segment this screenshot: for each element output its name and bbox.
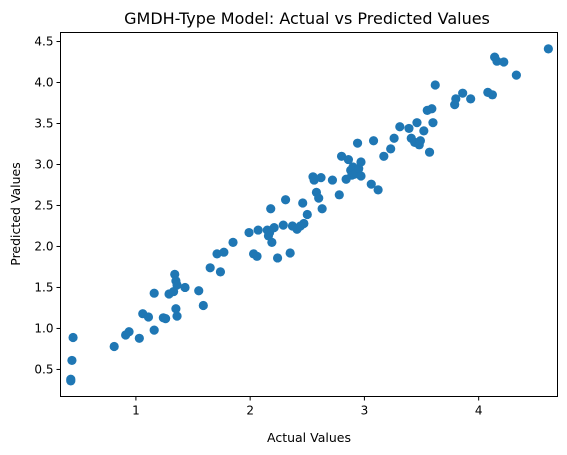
data-point-46	[298, 198, 308, 208]
data-point-89	[451, 94, 461, 104]
data-point-47	[299, 218, 309, 229]
data-point-3	[68, 332, 78, 343]
y-tick-label: 1.5	[34, 280, 53, 294]
data-point-76	[404, 123, 414, 134]
data-point-26	[215, 267, 226, 277]
data-point-79	[412, 118, 422, 128]
data-point-24	[205, 263, 215, 273]
data-point-38	[269, 223, 279, 233]
chart-title: GMDH-Type Model: Actual vs Predicted Val…	[124, 9, 490, 28]
data-point-11	[149, 325, 159, 335]
x-tick-label: 3	[361, 404, 369, 418]
data-point-57	[336, 151, 347, 161]
y-tick-label: 2.0	[34, 239, 53, 253]
data-point-69	[366, 179, 376, 189]
data-point-74	[389, 133, 399, 143]
data-point-67	[356, 157, 366, 167]
data-point-39	[272, 253, 283, 263]
y-tick-label: 2.5	[34, 198, 53, 212]
data-point-59	[343, 154, 354, 165]
data-point-32	[253, 225, 263, 235]
data-point-22	[194, 286, 204, 296]
data-point-10	[149, 288, 159, 298]
y-tick-label: 1.0	[34, 321, 53, 335]
data-point-87	[430, 80, 440, 90]
data-point-29	[244, 227, 254, 238]
y-tick-label: 4.5	[34, 35, 53, 49]
data-point-97	[511, 70, 521, 80]
data-point-98	[543, 44, 553, 54]
x-tick-label: 1	[132, 404, 140, 418]
data-point-7	[134, 333, 144, 343]
data-point-93	[487, 90, 497, 100]
data-point-96	[499, 57, 509, 67]
data-point-27	[219, 247, 229, 257]
data-point-73	[386, 144, 396, 154]
data-point-52	[314, 193, 324, 203]
data-point-85	[427, 104, 437, 114]
data-point-84	[424, 147, 435, 157]
data-point-1	[66, 374, 76, 384]
x-tick-label: 4	[475, 404, 483, 418]
x-axis-ticks: 1 2 3 4	[132, 396, 483, 418]
data-point-70	[368, 136, 379, 146]
data-point-18	[172, 311, 182, 321]
data-point-81	[415, 136, 425, 146]
data-point-53	[316, 173, 326, 183]
data-point-4	[109, 341, 119, 352]
data-point-19	[171, 304, 181, 314]
data-point-54	[317, 204, 327, 214]
data-points	[66, 44, 553, 386]
y-tick-label: 3.5	[34, 117, 53, 131]
data-point-48	[302, 209, 312, 220]
y-tick-label: 3.0	[34, 157, 53, 171]
data-point-68	[356, 171, 366, 181]
y-tick-label: 0.5	[34, 362, 53, 376]
y-axis-label: Predicted Values	[8, 162, 23, 266]
data-point-23	[198, 300, 208, 311]
data-point-21	[180, 282, 190, 293]
data-point-42	[285, 248, 295, 258]
data-point-72	[379, 151, 389, 161]
data-point-71	[373, 185, 383, 195]
data-point-20	[172, 280, 182, 290]
data-point-37	[267, 237, 277, 247]
y-axis-ticks: 0.5 1.0 1.5 2.0 2.5 3.0 3.5 4.0 4.5	[34, 35, 61, 376]
data-point-6	[124, 327, 134, 337]
data-point-95	[492, 56, 502, 66]
data-point-82	[419, 126, 429, 136]
x-axis-label: Actual Values	[267, 430, 351, 445]
data-point-13	[161, 314, 171, 324]
plot-frame	[60, 32, 558, 397]
data-point-41	[280, 195, 291, 205]
data-point-9	[143, 312, 154, 322]
data-point-36	[266, 204, 276, 214]
data-point-28	[228, 237, 238, 247]
data-point-75	[395, 122, 405, 132]
data-point-91	[466, 94, 476, 104]
data-point-90	[458, 88, 468, 98]
data-point-65	[352, 138, 363, 148]
data-point-55	[327, 175, 338, 185]
data-point-86	[428, 118, 438, 128]
x-tick-label: 2	[246, 404, 254, 418]
data-point-40	[278, 220, 288, 230]
data-point-31	[252, 251, 262, 261]
data-point-2	[67, 355, 77, 366]
data-point-56	[334, 190, 344, 200]
y-tick-label: 4.0	[34, 76, 53, 90]
